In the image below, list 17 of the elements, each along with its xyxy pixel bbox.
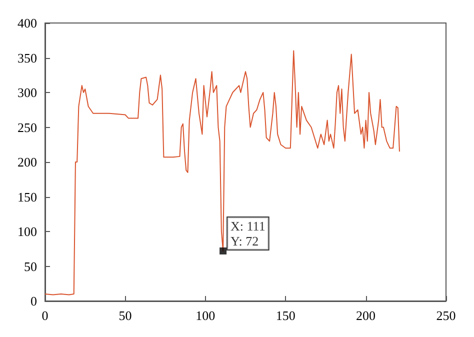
y-tick-label: 250 <box>18 120 37 135</box>
y-tick-label: 200 <box>18 154 37 170</box>
y-tick-label: 400 <box>18 16 37 30</box>
y-tick-label: 100 <box>18 224 37 239</box>
y-tick-label: 50 <box>24 258 37 274</box>
x-tick-label: 150 <box>276 308 296 323</box>
y-tick-label: 150 <box>18 189 37 204</box>
x-tick-label: 200 <box>356 308 376 323</box>
y-tick-label: 300 <box>18 85 37 100</box>
x-tick-label: 0 <box>42 308 48 323</box>
y-tick-label: 0 <box>30 294 37 308</box>
y-tick-label: 350 <box>18 50 37 66</box>
x-tick-label: 250 <box>436 308 456 323</box>
x-tick-label: 100 <box>196 308 216 323</box>
x-tick-label: 50 <box>118 308 132 323</box>
line-series <box>44 50 400 296</box>
annotation: X: 111 Y: 72 <box>230 218 266 248</box>
